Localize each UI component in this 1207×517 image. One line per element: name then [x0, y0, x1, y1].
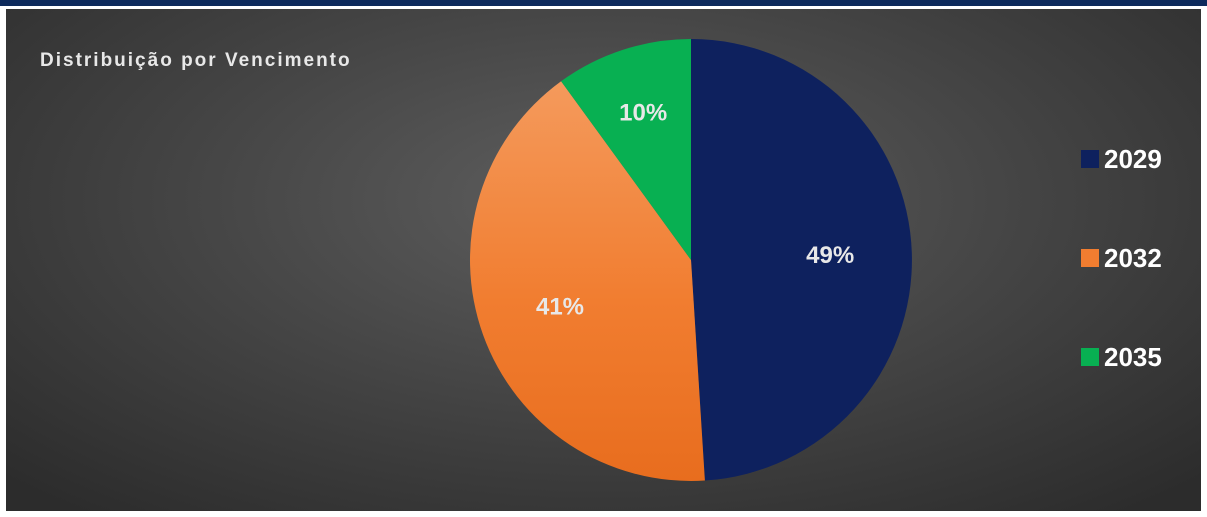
legend: 2029 2032 2035 — [1081, 139, 1196, 436]
legend-swatch-2029 — [1081, 150, 1099, 168]
top-accent-bar — [0, 0, 1207, 6]
slice-data-label-2032: 41% — [536, 294, 584, 321]
legend-swatch-2035 — [1081, 348, 1099, 366]
slice-data-label-2029: 49% — [806, 242, 854, 269]
legend-label: 2032 — [1104, 242, 1162, 273]
slice-data-label-2035: 10% — [619, 99, 667, 126]
pie-slice-2029[interactable] — [691, 39, 912, 481]
chart-panel: Distribuição por Vencimento 49% 41% 10% 20… — [6, 9, 1201, 511]
legend-swatch-2032 — [1081, 249, 1099, 267]
legend-item-2032[interactable]: 2032 — [1081, 238, 1196, 278]
legend-label: 2035 — [1104, 341, 1162, 372]
pie-slice-2035[interactable] — [561, 39, 691, 260]
legend-label: 2029 — [1104, 143, 1162, 174]
pie-slice-2032[interactable] — [470, 81, 705, 481]
chart-title: Distribuição por Vencimento — [40, 50, 352, 71]
pie-chart: 49% 41% 10% — [470, 39, 912, 481]
legend-item-2035[interactable]: 2035 — [1081, 337, 1196, 377]
legend-item-2029[interactable]: 2029 — [1081, 139, 1196, 179]
